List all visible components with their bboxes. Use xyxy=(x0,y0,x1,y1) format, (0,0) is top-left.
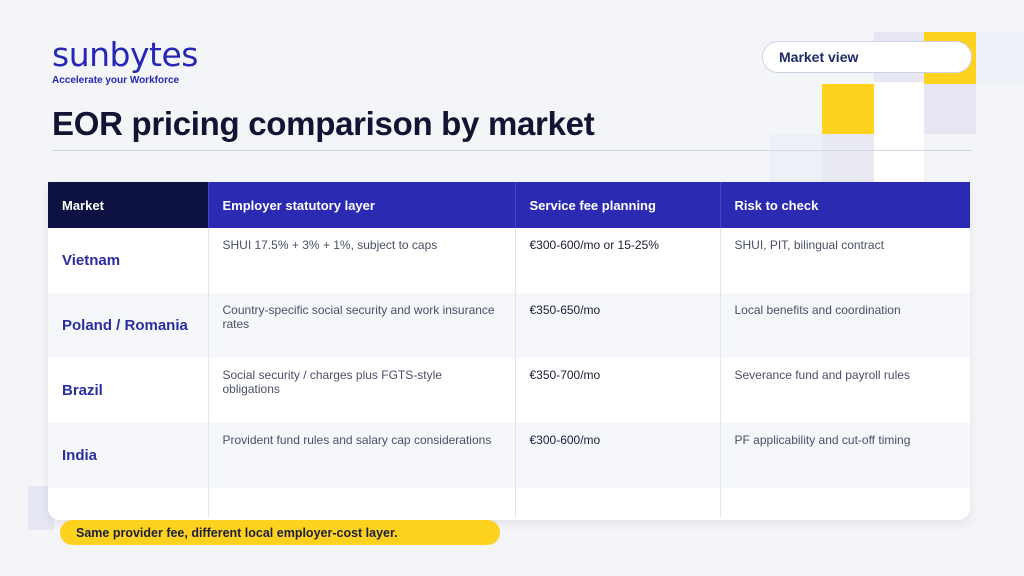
statutory-cell: Provident fund rules and salary cap cons… xyxy=(208,423,516,488)
pricing-table: Market Employer statutory layer Service … xyxy=(48,182,970,518)
decor-block xyxy=(822,84,874,134)
decor-block xyxy=(874,82,924,134)
table-row: Brazil Social security / charges plus FG… xyxy=(48,358,970,423)
table-row: India Provident fund rules and salary ca… xyxy=(48,423,970,488)
column-header-risk: Risk to check xyxy=(720,182,970,228)
page-title: EOR pricing comparison by market xyxy=(52,105,595,142)
spacer-cell xyxy=(48,488,209,518)
table-header-row: Market Employer statutory layer Service … xyxy=(48,182,970,228)
market-cell: Brazil xyxy=(48,358,209,423)
fee-cell: €300-600/mo xyxy=(515,423,721,488)
statutory-cell: Social security / charges plus FGTS-styl… xyxy=(208,358,516,423)
table-row: Vietnam SHUI 17.5% + 3% + 1%, subject to… xyxy=(48,228,970,293)
decor-block xyxy=(976,32,1024,84)
column-header-market: Market xyxy=(48,182,209,228)
decor-block xyxy=(822,134,874,182)
table-row: Poland / Romania Country-specific social… xyxy=(48,293,970,358)
footer-note-text: Same provider fee, different local emplo… xyxy=(76,525,398,540)
brand-logo: sunbytes Accelerate your Workforce xyxy=(52,38,198,86)
decor-block xyxy=(874,134,924,182)
risk-cell: SHUI, PIT, bilingual contract xyxy=(734,238,884,252)
fee-cell: €300-600/mo or 15-25% xyxy=(515,228,721,293)
pricing-table-card: Market Employer statutory layer Service … xyxy=(48,182,970,520)
table-spacer-row xyxy=(48,488,970,518)
spacer-cell xyxy=(208,488,516,518)
decor-block xyxy=(770,134,822,182)
market-cell: Vietnam xyxy=(48,228,209,293)
column-header-statutory: Employer statutory layer xyxy=(208,182,516,228)
market-cell: India xyxy=(48,423,209,488)
fee-cell: €350-700/mo xyxy=(515,358,721,423)
risk-cell: PF applicability and cut-off timing xyxy=(720,423,970,488)
market-cell: Poland / Romania xyxy=(48,293,209,358)
risk-cell: Local benefits and coordination xyxy=(720,293,970,358)
title-divider xyxy=(52,150,972,151)
spacer-cell xyxy=(515,488,721,518)
market-view-pill: Market view xyxy=(762,41,972,73)
column-header-fee: Service fee planning xyxy=(515,182,721,228)
decor-block xyxy=(924,84,976,134)
spacer-cell xyxy=(720,488,970,518)
statutory-cell: SHUI 17.5% + 3% + 1%, subject to caps xyxy=(208,228,516,293)
market-view-label: Market view xyxy=(779,49,859,65)
footer-note: Same provider fee, different local emplo… xyxy=(60,520,500,545)
brand-name: sunbytes xyxy=(52,35,198,74)
fee-cell: €350-650/mo xyxy=(515,293,721,358)
risk-cell: Severance fund and payroll rules xyxy=(734,368,910,382)
brand-tagline: Accelerate your Workforce xyxy=(52,75,180,86)
statutory-cell: Country-specific social security and wor… xyxy=(208,293,516,358)
